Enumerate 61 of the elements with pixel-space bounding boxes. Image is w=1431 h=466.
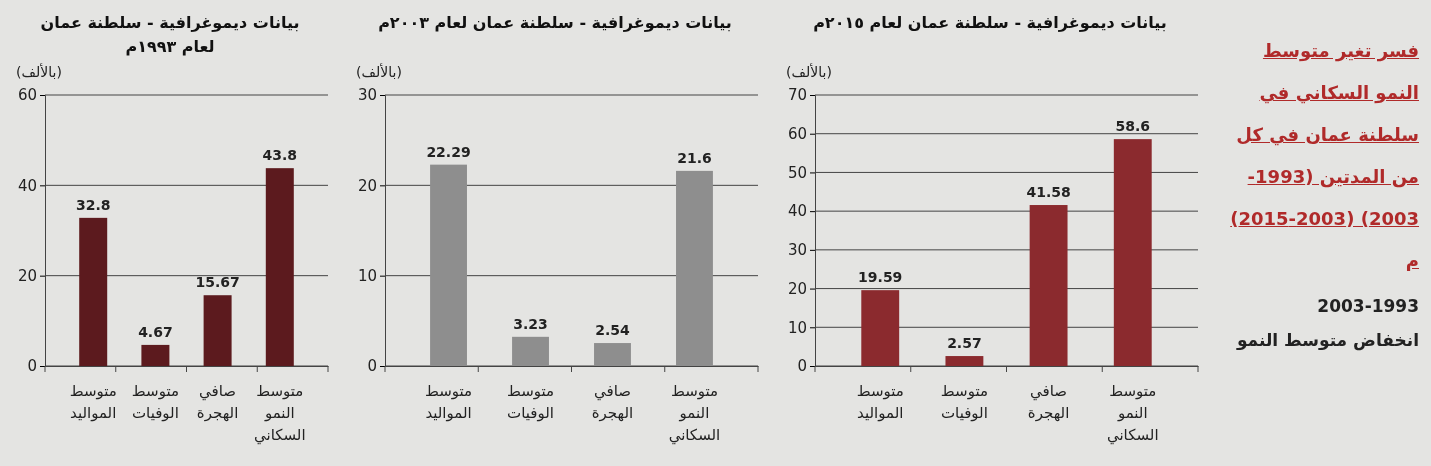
y-tick-label: 10 (787, 318, 807, 337)
y-tick-label: 40 (17, 176, 37, 195)
x-tick-label: متوسط الوفيات (506, 382, 555, 422)
x-tick-label: متوسط الوفيات (940, 382, 988, 422)
y-tick-label: 60 (17, 86, 37, 105)
data-label: 21.6 (677, 149, 712, 166)
x-tick-label: متوسط النمو السكاني (1106, 382, 1159, 445)
bar (945, 356, 984, 366)
x-tick-label: صافي الهجرة (591, 382, 634, 422)
data-label: 2.54 (595, 322, 631, 339)
chart-title: بيانات ديموغرافية - سلطنة عمان لعام ١٩٩٣م (40, 13, 300, 56)
data-label: 41.58 (1026, 184, 1071, 201)
bar (141, 344, 170, 366)
data-label: 43.8 (262, 147, 298, 164)
y-tick-label: 30 (357, 86, 377, 105)
x-tick-label: صافي الهجرة (1027, 382, 1070, 422)
x-tick-label: متوسط المواليد (856, 382, 904, 422)
data-label: 2.57 (947, 335, 982, 352)
y-tick-label: 0 (797, 357, 807, 376)
x-tick-label: متوسط المواليد (69, 382, 117, 422)
y-tick-label: 40 (787, 202, 807, 221)
data-label: 32.8 (75, 196, 111, 213)
y-tick-label: 20 (787, 279, 807, 298)
bar (265, 168, 294, 366)
bar (1113, 139, 1152, 366)
y-axis-title: (بالألف) (356, 63, 402, 80)
y-tick-label: 60 (787, 125, 807, 144)
y-tick-label: 70 (787, 86, 807, 105)
bar (861, 290, 900, 366)
x-tick-label: صافي الهجرة (196, 382, 239, 422)
text: 2003-1993 (1316, 296, 1419, 316)
bar (203, 295, 232, 366)
y-axis-title: (بالألف) (16, 63, 62, 80)
data-label: 22.29 (426, 143, 471, 160)
data-label: 15.67 (195, 274, 240, 291)
chart-title: بيانات ديموغرافية - سلطنة عمان لعام ٢٠٠٣م (378, 13, 732, 32)
chart-title: بيانات ديموغرافية - سلطنة عمان لعام ٢٠١٥م (813, 13, 1167, 32)
y-tick-label: 0 (367, 357, 377, 376)
data-label: 4.67 (138, 323, 173, 340)
y-axis-title: (بالألف) (786, 63, 832, 80)
data-label: 19.59 (858, 269, 903, 286)
y-tick-label: 0 (27, 357, 37, 376)
data-label: 3.23 (513, 315, 548, 332)
y-tick-label: 10 (357, 266, 377, 285)
x-tick-label: متوسط الوفيات (131, 382, 179, 422)
text: انخفاض متوسط النمو (1235, 330, 1419, 350)
bar (79, 217, 108, 366)
bar (430, 164, 467, 366)
x-tick-label: متوسط النمو السكاني (668, 382, 721, 445)
bar (512, 336, 549, 366)
y-tick-label: 20 (17, 266, 37, 285)
text: فسر تغير متوسط النمو السكاني في سلطنة عمان في كل من المدتين (1993-2003) (2003-2015) م (1229, 39, 1419, 273)
bar (1029, 205, 1068, 366)
bar (676, 170, 713, 366)
y-tick-label: 50 (787, 163, 807, 182)
y-tick-label: 20 (357, 176, 377, 195)
x-tick-label: متوسط النمو السكاني (253, 382, 306, 445)
y-tick-label: 30 (787, 241, 807, 260)
bar (594, 343, 631, 366)
data-label: 58.6 (1115, 118, 1151, 135)
x-tick-label: متوسط المواليد (424, 382, 473, 422)
